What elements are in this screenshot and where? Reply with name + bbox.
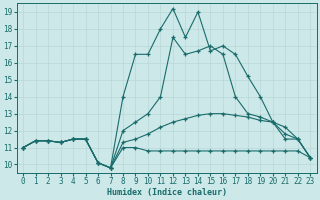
X-axis label: Humidex (Indice chaleur): Humidex (Indice chaleur): [107, 188, 227, 197]
